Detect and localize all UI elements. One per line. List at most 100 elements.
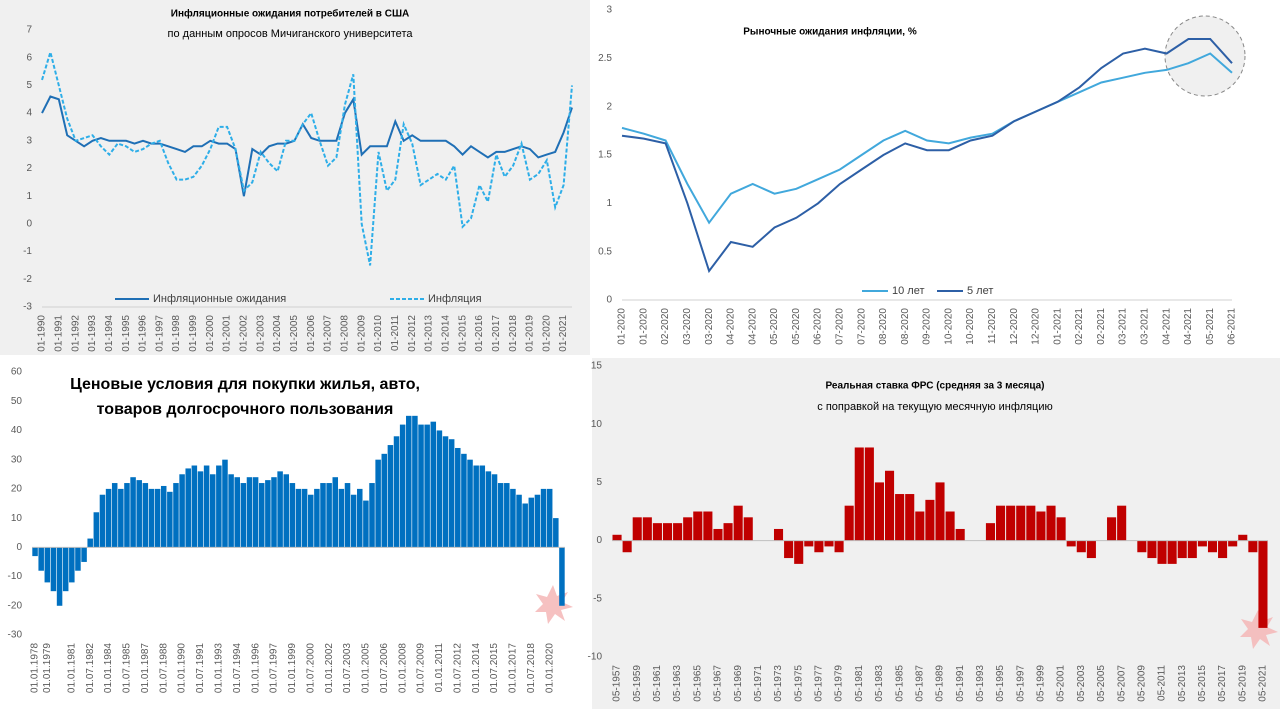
- x-tick-label: 05-2019: [1237, 665, 1248, 702]
- y-tick-label: 0: [26, 219, 32, 230]
- bar: [713, 528, 723, 541]
- bar: [504, 483, 510, 548]
- bar: [534, 494, 541, 548]
- bar: [1107, 517, 1117, 541]
- bar: [38, 547, 44, 571]
- x-tick-label: 10-2020: [943, 308, 954, 345]
- y-tick-label: 3: [26, 135, 32, 146]
- bar: [546, 488, 553, 548]
- bar: [784, 540, 794, 559]
- x-tick-label: 01-2006: [306, 315, 317, 352]
- x-tick-label: 01-2002: [239, 315, 250, 352]
- y-tick-label: 40: [11, 425, 23, 436]
- bar: [945, 511, 955, 541]
- bar: [258, 483, 265, 548]
- bar: [1187, 540, 1197, 559]
- bar: [81, 547, 87, 562]
- x-tick-label: 01-1998: [171, 315, 182, 352]
- bar: [1167, 540, 1177, 564]
- x-tick-label: 01-2014: [440, 315, 451, 352]
- y-tick-label: 0: [596, 535, 602, 546]
- bar: [111, 483, 118, 548]
- legend-label: Инфляционные ожидания: [153, 293, 286, 305]
- x-tick-label: 03-2020: [704, 308, 715, 345]
- bar: [399, 424, 406, 548]
- x-tick-label: 01-2005: [289, 315, 300, 352]
- bar: [814, 540, 824, 553]
- y-tick-label: 4: [26, 108, 32, 119]
- bar: [864, 447, 874, 541]
- bar: [510, 488, 516, 548]
- bar: [363, 500, 369, 548]
- bar: [167, 491, 173, 548]
- bar: [491, 474, 498, 548]
- x-tick-label: 01.01.1984: [103, 643, 114, 693]
- x-tick-label: 01.07.2012: [452, 643, 463, 693]
- x-tick-label: 01.07.1994: [232, 643, 243, 693]
- bar: [289, 483, 296, 548]
- y-tick-label: 15: [591, 361, 603, 372]
- y-tick-label: 0.5: [598, 246, 612, 257]
- y-tick-label: 50: [11, 396, 23, 407]
- x-tick-label: 01-2013: [424, 315, 435, 352]
- x-tick-label: 05-2020: [791, 308, 802, 345]
- bar: [332, 477, 339, 548]
- bar: [62, 547, 69, 592]
- y-tick-label: -30: [8, 630, 23, 641]
- chart-title: Ценовые условия для покупки жилья, авто,…: [70, 376, 420, 418]
- x-tick-label: 05-1975: [793, 665, 804, 702]
- bar: [497, 483, 504, 548]
- y-tick-label: 5: [26, 80, 32, 91]
- bar: [277, 471, 283, 548]
- x-tick-label: 01.07.1991: [195, 643, 206, 693]
- chart-title: Инфляционные ожидания потребителей в США: [171, 8, 409, 20]
- x-tick-label: 05-1959: [632, 665, 643, 702]
- x-tick-label: 05-1961: [652, 665, 663, 702]
- bar: [93, 512, 100, 548]
- x-tick-label: 01.01.1978: [30, 643, 41, 693]
- chart-title: Рыночные ожидания инфляции, %: [743, 26, 917, 38]
- x-tick-label: 01-2007: [323, 315, 334, 352]
- x-tick-label: 01.01.1999: [287, 643, 298, 693]
- y-tick-label: 1: [606, 198, 612, 209]
- x-tick-label: 01-1991: [53, 315, 64, 352]
- x-tick-label: 05-1991: [955, 665, 966, 702]
- x-tick-label: 07-2020: [834, 308, 845, 345]
- bar: [1137, 540, 1147, 553]
- x-tick-label: 05-1973: [773, 665, 784, 702]
- bar: [673, 523, 683, 541]
- bar: [44, 547, 51, 583]
- x-tick-label: 05-1979: [834, 665, 845, 702]
- bar: [884, 470, 895, 541]
- bar: [1177, 540, 1187, 559]
- bar: [375, 459, 381, 548]
- bar: [228, 474, 234, 548]
- bar: [1046, 505, 1056, 541]
- bar: [99, 494, 106, 548]
- bar: [320, 483, 326, 548]
- y-tick-label: 20: [11, 484, 23, 495]
- y-tick-label: -10: [8, 571, 23, 582]
- bar: [905, 494, 915, 541]
- bar: [985, 523, 996, 541]
- x-tick-label: 01.01.1996: [250, 643, 261, 693]
- x-tick-label: 01-2011: [390, 315, 401, 351]
- y-tick-label: 3: [606, 5, 612, 16]
- bar: [955, 528, 965, 541]
- y-tick-label: 1.5: [598, 150, 612, 161]
- bar: [240, 483, 247, 548]
- bar: [142, 483, 149, 548]
- x-tick-label: 04-2021: [1183, 308, 1194, 345]
- x-tick-label: 01.01.1993: [213, 643, 224, 693]
- bar: [418, 424, 424, 548]
- x-tick-label: 09-2020: [922, 308, 933, 345]
- bar: [424, 424, 430, 548]
- bar: [252, 477, 259, 548]
- y-tick-label: 60: [11, 367, 23, 378]
- bar: [197, 471, 204, 548]
- bar: [528, 497, 535, 548]
- y-tick-label: 30: [11, 454, 23, 465]
- x-tick-label: 05-2017: [1217, 665, 1228, 702]
- x-tick-label: 05-1999: [1036, 665, 1047, 702]
